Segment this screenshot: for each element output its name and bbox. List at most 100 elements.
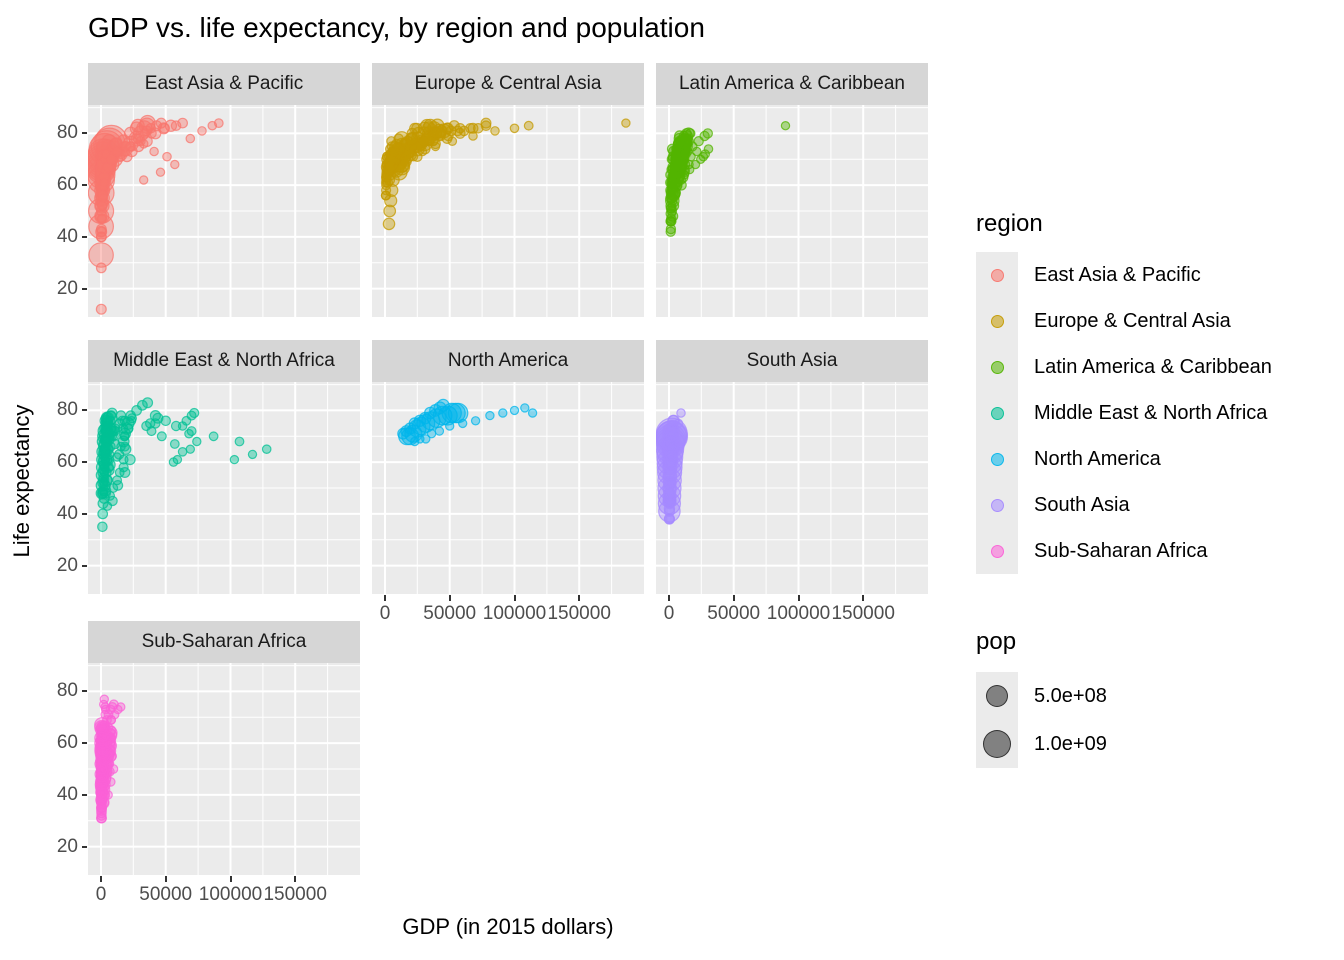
facet-sa: South Asia 0 50000 100000 150000 <box>656 340 928 624</box>
y-tick-label: 40 <box>56 225 78 247</box>
chart-title: GDP vs. life expectancy, by region and p… <box>88 12 705 43</box>
region-key-dot <box>990 544 1004 558</box>
x-tick-label: 100000 <box>482 603 547 624</box>
y-tick-mark <box>82 512 87 515</box>
facet-strip-eca: Europe & Central Asia <box>372 63 644 105</box>
x-tick-mark <box>578 595 581 601</box>
x-tick-label: 0 <box>663 603 675 624</box>
facet-strip-lac: Latin America & Caribbean <box>656 63 928 105</box>
x-tick-label: 100000 <box>766 603 831 624</box>
scatter-points <box>656 408 689 525</box>
x-axis-title: GDP (in 2015 dollars) <box>402 914 614 939</box>
x-tick-mark <box>294 876 297 882</box>
x-tick-mark <box>384 595 386 601</box>
x-tick-mark <box>448 595 451 601</box>
gridlines-major <box>656 105 928 317</box>
x-tick-label: 150000 <box>547 603 611 624</box>
pop-key-dot <box>985 684 1009 708</box>
x-tick-mark <box>797 595 800 601</box>
y-tick-label: 20 <box>56 835 78 857</box>
x-tick-label: 50000 <box>707 603 761 624</box>
region-legend-entry: Latin America & Caribbean <box>976 344 1272 390</box>
region-legend-entry: South Asia <box>976 482 1272 528</box>
region-key-dot <box>990 406 1004 420</box>
x-tick-label: 100000 <box>198 884 263 905</box>
x-tick-mark <box>164 876 167 882</box>
pop-legend-keys: 5.0e+08 1.0e+09 <box>976 672 1107 768</box>
facet-strip-sa: South Asia <box>656 340 928 382</box>
region-key-dot <box>990 452 1004 466</box>
y-tick-label: 20 <box>56 277 78 299</box>
y-tick-mark <box>82 287 87 290</box>
facet-panel-mena <box>88 382 360 594</box>
facet-eap: East Asia & Pacific 20 40 60 80 <box>57 63 360 317</box>
region-key-dot <box>990 268 1004 282</box>
region-key-dot <box>990 360 1004 374</box>
region-legend-key <box>976 482 1018 528</box>
y-tick-mark <box>82 461 87 464</box>
x-tick-label: 0 <box>379 603 391 624</box>
pop-legend-label: 5.0e+08 <box>1034 684 1107 707</box>
y-tick-mark <box>82 132 87 135</box>
y-tick-mark <box>82 409 87 412</box>
region-legend-keys: East Asia & Pacific Europe & Central Asia… <box>976 252 1272 574</box>
y-tick-label: 20 <box>56 554 78 576</box>
facet-strip-mena: Middle East & North Africa <box>88 340 360 382</box>
y-tick-mark <box>82 184 87 187</box>
y-tick-mark <box>82 845 87 848</box>
x-tick-mark <box>100 876 102 882</box>
region-key-dot <box>990 498 1004 512</box>
pop-legend-key <box>976 672 1018 720</box>
facet-strip-label-na: North America <box>447 350 569 371</box>
y-tick-mark <box>82 690 87 693</box>
region-legend-label: North America <box>1034 447 1161 470</box>
facet-eca: Europe & Central Asia <box>372 63 644 317</box>
x-tick-label: 150000 <box>831 603 895 624</box>
pop-legend-entry: 1.0e+09 <box>976 720 1107 768</box>
y-tick-mark <box>82 235 87 238</box>
y-tick-label: 60 <box>56 451 78 473</box>
facet-panel-eap <box>88 105 360 317</box>
region-legend-entry: North America <box>976 436 1272 482</box>
region-legend-label: Sub-Saharan Africa <box>1034 539 1208 562</box>
scatter-points <box>380 117 631 231</box>
region-legend-key <box>976 390 1018 436</box>
region-legend-label: East Asia & Pacific <box>1034 263 1201 286</box>
region-legend-key <box>976 344 1018 390</box>
pop-legend-key <box>976 720 1018 768</box>
x-tick-mark <box>513 595 516 601</box>
region-legend-title: region <box>976 210 1043 237</box>
gridlines-minor <box>88 105 360 317</box>
facet-panel-lac <box>656 105 928 317</box>
gridlines-minor <box>656 382 928 594</box>
y-tick-label: 40 <box>56 783 78 805</box>
x-tick-label: 50000 <box>423 603 477 624</box>
scatter-points <box>94 694 126 824</box>
gridlines-minor <box>88 663 360 875</box>
facet-strip-ssa: Sub-Saharan Africa <box>88 621 360 663</box>
x-tick-label: 150000 <box>263 884 327 905</box>
region-legend-entry: Europe & Central Asia <box>976 298 1272 344</box>
gridlines-minor <box>372 382 644 594</box>
region-legend-entry: Sub-Saharan Africa <box>976 528 1272 574</box>
facet-strip-label-mena: Middle East & North Africa <box>113 350 335 371</box>
pop-legend-label: 1.0e+09 <box>1034 732 1107 755</box>
facet-strip-label-ssa: Sub-Saharan Africa <box>141 631 307 652</box>
region-legend-label: Europe & Central Asia <box>1034 309 1231 332</box>
scatter-points <box>95 397 272 533</box>
x-tick-mark <box>229 876 232 882</box>
facet-panel-ssa <box>88 663 360 875</box>
facet-strip-eap: East Asia & Pacific <box>88 63 360 105</box>
x-tick-label: 0 <box>95 884 107 905</box>
facet-panel-sa <box>656 382 928 594</box>
y-tick-label: 80 <box>56 399 78 421</box>
x-tick-label: 50000 <box>139 884 193 905</box>
y-tick-label: 80 <box>56 122 78 144</box>
pop-legend-entry: 5.0e+08 <box>976 672 1107 720</box>
region-legend-label: South Asia <box>1034 493 1130 516</box>
scatter-points <box>664 121 791 237</box>
y-axis-title: Life expectancy <box>9 404 34 558</box>
x-tick-mark <box>862 595 865 601</box>
x-tick-mark <box>732 595 735 601</box>
